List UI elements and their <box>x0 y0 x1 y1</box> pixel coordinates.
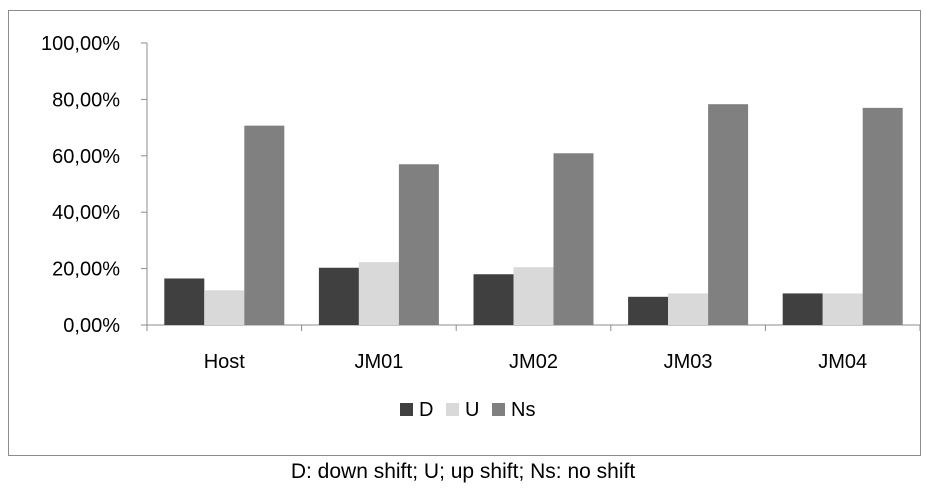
bar-d-jm04 <box>782 293 823 325</box>
bar-u-jm04 <box>822 293 863 325</box>
y-axis: 0,00% 20,00% 40,00% 60,00% 80,00% 100,00% <box>41 33 148 337</box>
legend-swatch-ns <box>492 403 505 416</box>
legend-label-ns: Ns <box>511 399 535 421</box>
y-tick-label: 40,00% <box>52 202 120 224</box>
x-tick-label: JM02 <box>509 351 558 373</box>
bar-ns-jm02 <box>553 153 594 325</box>
bar-u-jm02 <box>513 267 554 325</box>
bar-d-jm01 <box>318 267 359 325</box>
legend-swatch-d <box>400 403 413 416</box>
x-tick-label: JM01 <box>354 351 403 373</box>
bar-chart: 0,00% 20,00% 40,00% 60,00% 80,00% 100,00% Hos… <box>41 33 920 421</box>
bar-d-host <box>164 278 205 325</box>
chart-frame: 0,00% 20,00% 40,00% 60,00% 80,00% 100,00% Hos… <box>8 10 921 456</box>
x-axis: Host JM01 JM02 JM03 JM04 <box>146 324 920 373</box>
y-tick-label: 100,00% <box>41 33 120 55</box>
bar-ns-jm01 <box>398 164 439 325</box>
bar-u-jm01 <box>358 262 399 325</box>
bar-d-jm03 <box>628 296 669 325</box>
figure-caption: D: down shift; U; up shift; Ns: no shift <box>290 460 636 483</box>
x-tick-label: JM03 <box>664 351 713 373</box>
bar-ns-jm04 <box>862 107 903 325</box>
bars <box>164 104 903 325</box>
bar-u-jm03 <box>668 293 709 325</box>
y-tick-label: 60,00% <box>52 146 120 168</box>
x-tick-label: Host <box>204 351 246 373</box>
y-tick-label: 0,00% <box>63 315 120 337</box>
legend-label-d: D <box>419 399 433 421</box>
bar-u-host <box>204 290 245 325</box>
legend-swatch-u <box>446 403 459 416</box>
y-tick-label: 80,00% <box>52 89 120 111</box>
legend: D U Ns <box>400 399 535 421</box>
bar-ns-host <box>244 125 285 325</box>
bar-d-jm02 <box>473 274 514 325</box>
bar-ns-jm03 <box>708 104 749 325</box>
x-tick-label: JM04 <box>818 351 867 373</box>
y-tick-label: 20,00% <box>52 259 120 281</box>
legend-label-u: U <box>465 399 479 421</box>
